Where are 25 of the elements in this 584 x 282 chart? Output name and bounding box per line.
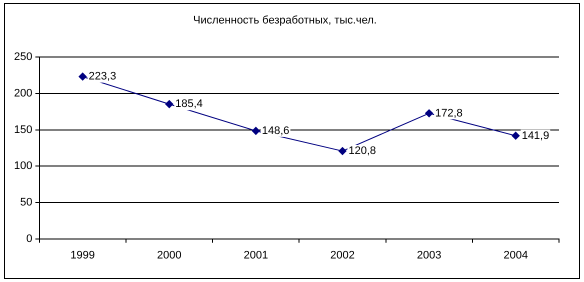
y-tick-label: 50: [20, 196, 32, 209]
y-tick-label: 200: [14, 88, 32, 100]
point: [252, 126, 260, 135]
point: [78, 72, 87, 81]
y-tick-label: 250: [14, 51, 32, 64]
x-tick-label: 2000: [157, 249, 182, 262]
point: [165, 100, 174, 108]
data-label: 172,8: [435, 107, 463, 120]
x-tick-label: 2003: [416, 249, 442, 262]
x-tick-label: 2001: [244, 249, 268, 262]
point: [338, 147, 346, 156]
y-tick-label: 0: [26, 232, 32, 245]
point: [512, 132, 520, 140]
data-label: 223,3: [88, 70, 116, 83]
data-label: 120,8: [348, 145, 376, 158]
data-label: 185,4: [175, 98, 203, 110]
data-label: 148,6: [262, 124, 290, 137]
x-tick-label: 2004: [503, 249, 528, 262]
x-tick-label: 1999: [70, 249, 95, 262]
point: [425, 109, 434, 118]
y-tick-label: 100: [14, 160, 32, 172]
x-tick-label: 2002: [330, 249, 355, 262]
chart-title: Численность безработных, тыс.чел.: [193, 14, 377, 27]
data-label: 141,9: [522, 130, 550, 142]
y-tick-label: 150: [14, 124, 32, 136]
